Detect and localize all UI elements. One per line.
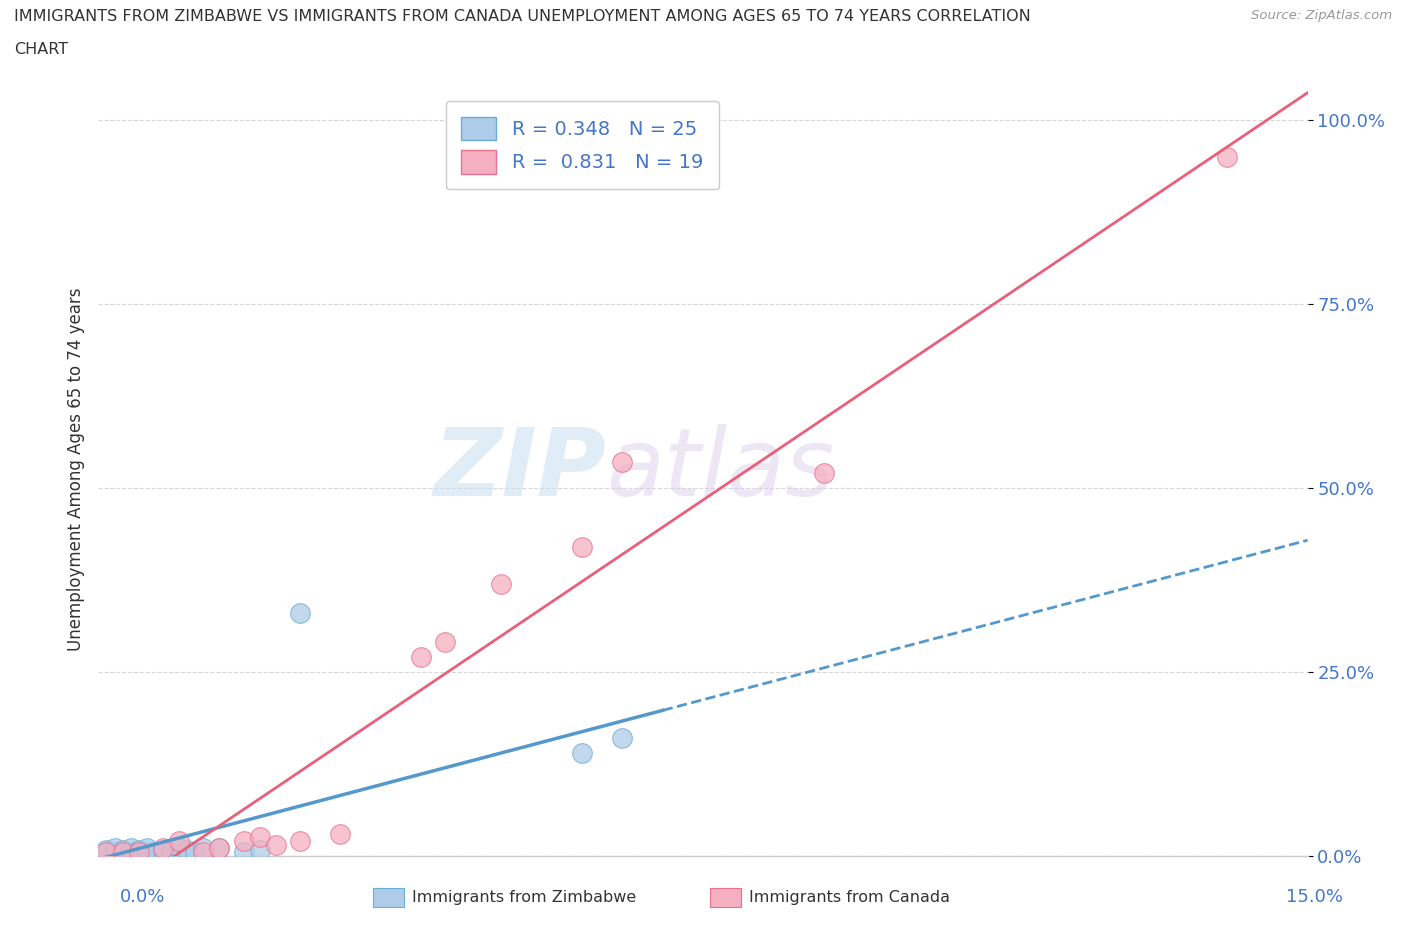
Point <box>120 841 142 856</box>
Point <box>160 844 183 859</box>
Y-axis label: Unemployment Among Ages 65 to 74 years: Unemployment Among Ages 65 to 74 years <box>66 288 84 651</box>
Text: IMMIGRANTS FROM ZIMBABWE VS IMMIGRANTS FROM CANADA UNEMPLOYMENT AMONG AGES 65 TO: IMMIGRANTS FROM ZIMBABWE VS IMMIGRANTS F… <box>14 9 1031 24</box>
Point <box>96 844 118 859</box>
Point <box>96 844 118 859</box>
Point <box>1216 150 1239 165</box>
Point <box>135 844 157 859</box>
Point <box>264 837 287 852</box>
Point <box>249 830 271 844</box>
Point <box>111 843 134 857</box>
Point <box>176 843 198 857</box>
Point <box>571 539 593 554</box>
Point <box>128 844 150 859</box>
Point <box>167 841 190 856</box>
Text: 15.0%: 15.0% <box>1285 888 1343 906</box>
Text: CHART: CHART <box>14 42 67 57</box>
Text: ZIP: ZIP <box>433 424 606 515</box>
Point <box>167 833 190 848</box>
Point <box>193 841 215 856</box>
Point <box>128 844 150 859</box>
Point <box>135 841 157 856</box>
Point <box>152 841 174 856</box>
Point <box>249 843 271 857</box>
Text: atlas: atlas <box>606 424 835 515</box>
Point <box>434 635 457 650</box>
Point <box>571 745 593 760</box>
Point <box>128 843 150 857</box>
Point <box>184 844 207 859</box>
Point <box>612 455 634 470</box>
Point <box>329 826 352 841</box>
Point <box>143 844 166 859</box>
Point <box>288 833 311 848</box>
Point <box>208 841 231 856</box>
Point <box>193 844 215 859</box>
Text: Immigrants from Canada: Immigrants from Canada <box>749 890 950 905</box>
Point <box>111 844 134 859</box>
Point <box>491 577 513 591</box>
Text: 0.0%: 0.0% <box>120 888 165 906</box>
Point <box>208 841 231 856</box>
Point <box>409 650 432 665</box>
Text: Source: ZipAtlas.com: Source: ZipAtlas.com <box>1251 9 1392 22</box>
Point <box>103 844 125 859</box>
Point <box>111 844 134 859</box>
Point <box>813 466 835 481</box>
Point <box>232 844 254 859</box>
Point <box>232 833 254 848</box>
Point <box>103 841 125 856</box>
Point <box>96 843 118 857</box>
Legend: R = 0.348   N = 25, R =  0.831   N = 19: R = 0.348 N = 25, R = 0.831 N = 19 <box>446 101 718 190</box>
Text: Immigrants from Zimbabwe: Immigrants from Zimbabwe <box>412 890 636 905</box>
Point <box>152 843 174 857</box>
Point <box>120 844 142 859</box>
Point <box>612 731 634 746</box>
Point <box>288 605 311 620</box>
